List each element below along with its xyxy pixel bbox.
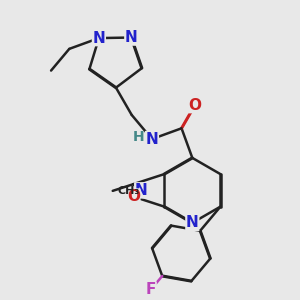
Text: O: O xyxy=(188,98,201,112)
Text: N: N xyxy=(135,183,148,198)
Text: F: F xyxy=(146,282,156,297)
Text: N: N xyxy=(186,215,199,230)
Text: N: N xyxy=(125,30,138,45)
Text: N: N xyxy=(92,31,105,46)
Text: CH₃: CH₃ xyxy=(118,186,140,196)
Text: O: O xyxy=(127,189,140,204)
Text: H: H xyxy=(132,130,144,144)
Text: N: N xyxy=(146,132,158,147)
